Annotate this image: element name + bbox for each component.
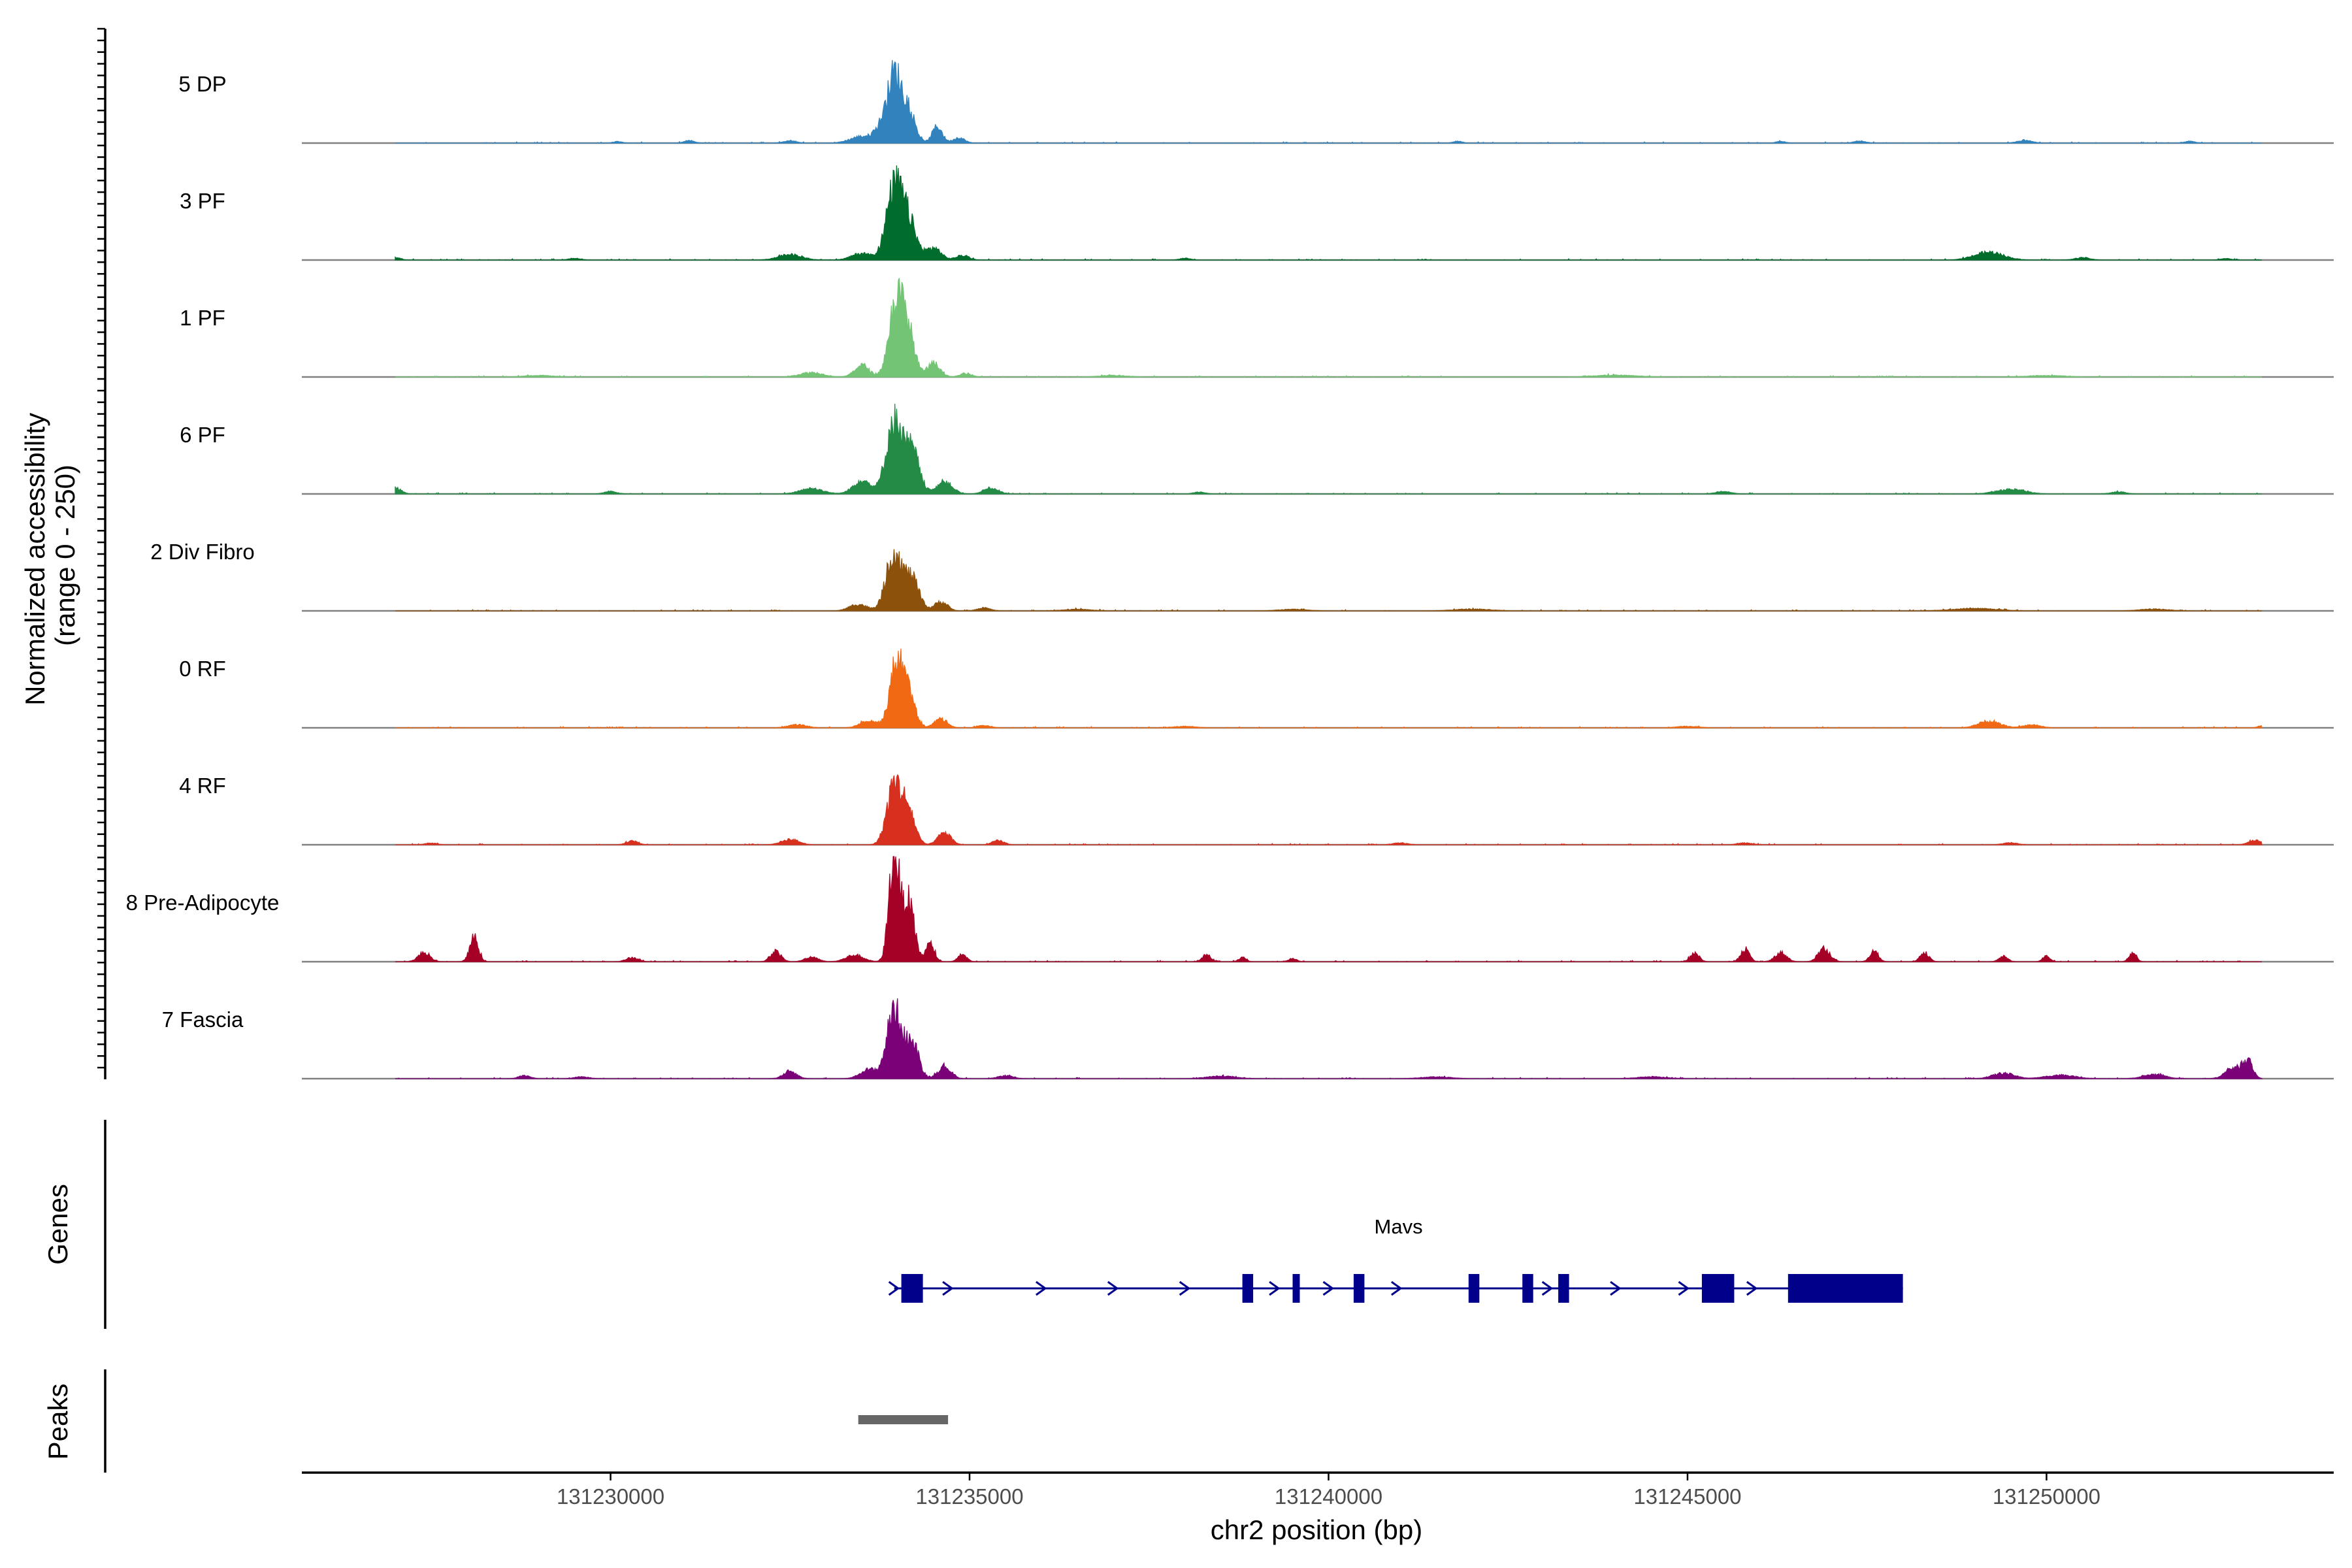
track-label: 5 DP [178,72,226,96]
y-axis-title: Normalized accessibility (range 0 - 250) [20,405,80,706]
strand-arrow [1036,1281,1047,1296]
track-6-pf: 6 PF [180,403,2334,495]
track-label: 1 PF [180,306,225,330]
coverage-area [395,278,2262,378]
strand-arrow [1269,1281,1281,1296]
track-7-fascia: 7 Fascia [162,998,2334,1080]
peak-region [858,1415,949,1424]
track-8-pre-adipocyte: 8 Pre-Adipocyte [126,856,2334,963]
y-axis-title-line1: Normalized accessibility [20,413,50,706]
coverage-area [395,774,2262,845]
coverage-tracks: 5 DP 3 PF 1 PF 6 PF 2 Div Fibro 0 RF 4 RF 8 Pre… [126,59,2334,1080]
coverage-area [395,165,2262,261]
coverage-area [395,648,2262,728]
x-axis-title: chr2 position (bp) [1211,1514,1423,1545]
exon [1242,1274,1254,1303]
strand-arrow [888,1281,900,1296]
coverage-area [395,998,2263,1079]
track-label: 7 Fascia [162,1007,244,1032]
exon [1522,1274,1533,1303]
coverage-y-axis-ticks [97,27,105,1069]
track-5-dp: 5 DP [178,59,2334,144]
strand-arrow [942,1281,954,1296]
coverage-area [395,856,2262,962]
y-axis-title-line2: (range 0 - 250) [50,465,80,646]
x-tick-label: 131250000 [1993,1484,2100,1509]
gene-name-label: Mavs [1375,1215,1423,1238]
exon [1353,1274,1365,1303]
track-1-pf: 1 PF [180,278,2334,378]
x-tick-label: 131240000 [1275,1484,1382,1509]
exon [1701,1274,1735,1303]
coverage-area [395,403,2262,495]
x-tick-label: 131245000 [1633,1484,1741,1509]
strand-arrow [1610,1281,1622,1296]
strand-arrow [1391,1281,1403,1296]
exon [1788,1274,1903,1303]
strand-arrow [1541,1281,1554,1296]
track-label: 4 RF [179,774,226,798]
strand-arrow [1322,1281,1335,1296]
track-0-rf: 0 RF [179,648,2334,729]
exon [901,1274,923,1303]
coverage-area [395,59,2262,144]
x-tick-label: 131235000 [915,1484,1023,1509]
coverage-area [395,549,2262,612]
exon [1558,1274,1569,1303]
gene-model-mavs [888,1274,1903,1303]
x-axis-ticks: 131230000 131235000 131240000 131245000 1312… [557,1473,2100,1509]
x-tick-label: 131230000 [557,1484,664,1509]
strand-arrow [1678,1281,1690,1296]
track-3-pf: 3 PF [180,165,2334,261]
strand-arrow [1107,1281,1119,1296]
track-label: 8 Pre-Adipocyte [126,890,280,915]
track-4-rf: 4 RF [179,774,2334,846]
exon [1292,1274,1300,1303]
exon [1468,1274,1480,1303]
peak-regions [858,1415,949,1424]
track-label: 0 RF [179,657,226,681]
strand-arrow [1179,1281,1191,1296]
track-2-div-fibro: 2 Div Fibro [150,540,2334,612]
peaks-panel-title: Peaks [42,1384,73,1460]
genes-panel-title: Genes [42,1184,73,1265]
track-label: 3 PF [180,189,225,213]
track-label: 6 PF [180,423,225,447]
strand-arrow [1746,1281,1758,1296]
track-label: 2 Div Fibro [150,540,255,564]
